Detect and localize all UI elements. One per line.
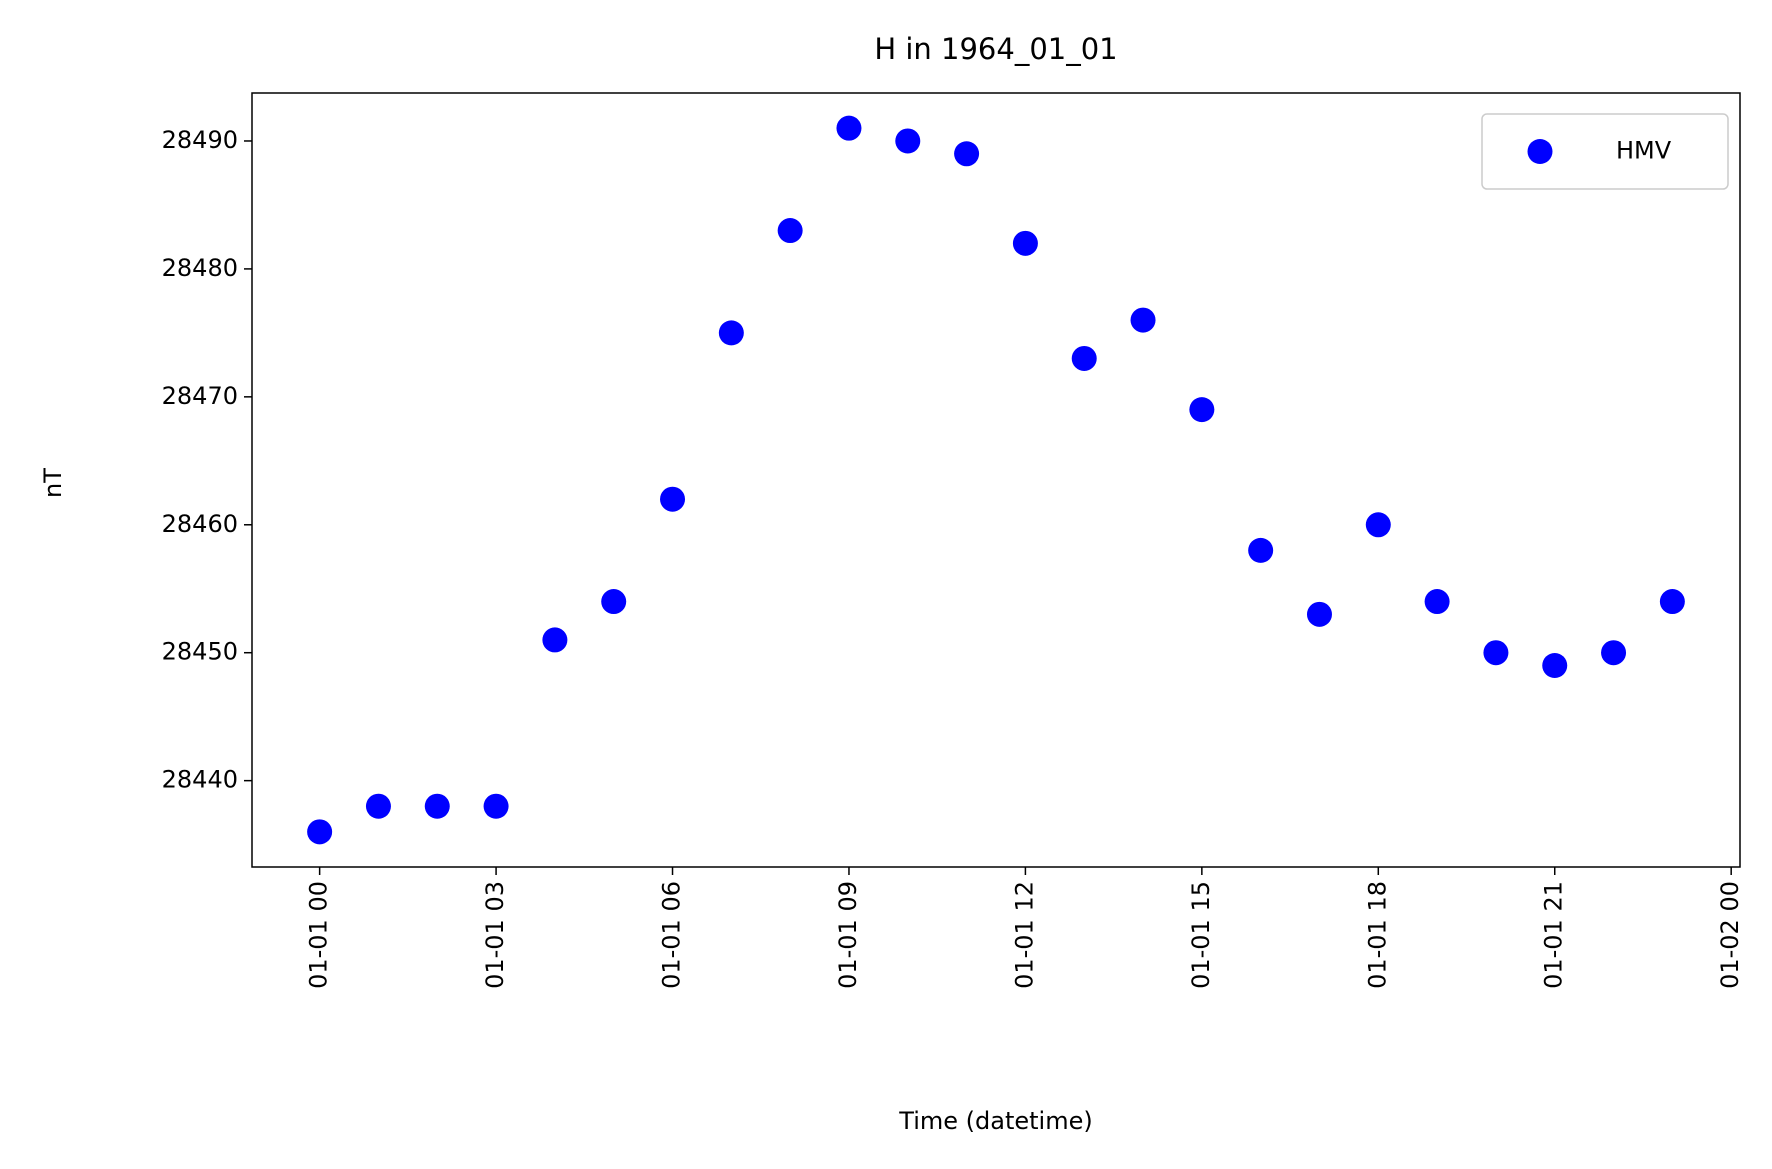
- x-axis-label: Time (datetime): [898, 1107, 1092, 1135]
- data-point: [1071, 345, 1097, 371]
- data-point: [601, 589, 627, 615]
- data-point: [718, 320, 744, 346]
- data-point: [1012, 230, 1038, 256]
- y-tick-label: 28490: [162, 126, 238, 154]
- data-point: [895, 128, 921, 154]
- data-point: [1424, 589, 1450, 615]
- data-point: [1483, 640, 1509, 666]
- data-point: [660, 486, 686, 512]
- data-point: [1601, 640, 1627, 666]
- data-point: [1189, 397, 1215, 423]
- legend-box: [1481, 113, 1729, 190]
- x-tick-label: 01-01 03: [481, 881, 509, 989]
- y-tick-label: 28460: [162, 510, 238, 538]
- data-point: [1542, 653, 1568, 679]
- x-tick-label: 01-01 12: [1010, 881, 1038, 989]
- data-point: [1306, 601, 1332, 627]
- legend-marker: [1527, 139, 1553, 164]
- y-tick-label: 28480: [162, 254, 238, 282]
- data-point: [424, 793, 450, 819]
- data-point: [1248, 537, 1274, 563]
- data-point: [777, 218, 803, 244]
- data-point: [542, 627, 568, 653]
- data-point: [1659, 589, 1685, 615]
- chart-title: H in 1964_01_01: [874, 32, 1117, 66]
- plot-frame: [251, 92, 1741, 868]
- data-point: [483, 793, 509, 819]
- x-tick-label: 01-01 15: [1187, 881, 1215, 989]
- y-tick-label: 28440: [162, 766, 238, 794]
- data-point: [1130, 307, 1156, 333]
- x-tick-label: 01-01 21: [1540, 881, 1568, 989]
- data-point: [954, 141, 980, 167]
- legend-label: HMV: [1616, 137, 1672, 165]
- x-tick-label: 01-01 06: [658, 881, 686, 989]
- y-tick-label: 28450: [162, 638, 238, 666]
- x-tick-label: 01-02 00: [1716, 881, 1744, 989]
- data-point: [836, 115, 862, 141]
- y-tick-label: 28470: [162, 382, 238, 410]
- y-axis-label: nT: [39, 468, 67, 498]
- data-point: [1365, 512, 1391, 538]
- x-tick-label: 01-01 09: [834, 881, 862, 989]
- data-point: [307, 819, 333, 845]
- x-tick-label: 01-01 18: [1363, 881, 1391, 989]
- data-point: [365, 793, 391, 819]
- x-tick-label: 01-01 00: [305, 881, 333, 989]
